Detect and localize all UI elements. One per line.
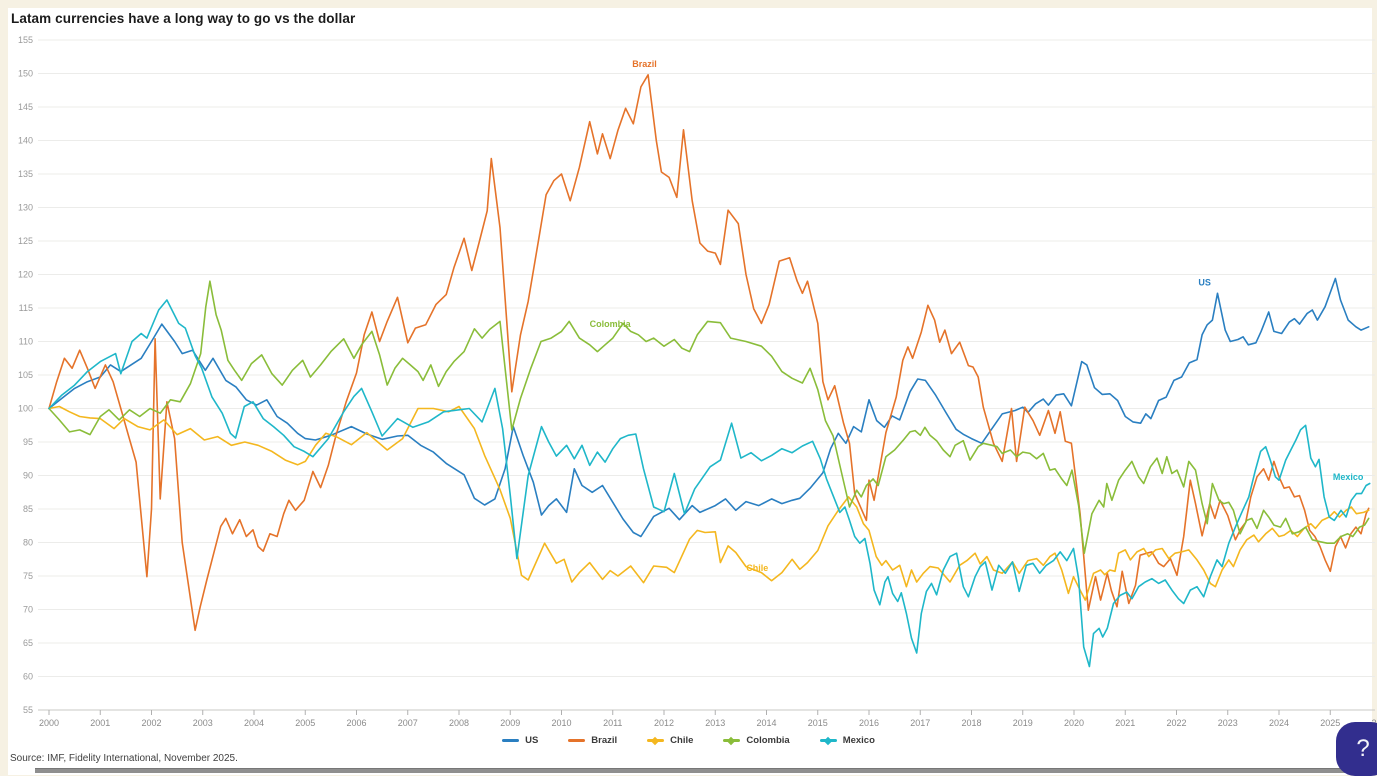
x-tick-label: 2008 [449,718,469,728]
y-tick-label: 80 [23,538,33,548]
horizontal-scrollbar[interactable] [35,768,1349,773]
y-tick-label: 85 [23,504,33,514]
y-tick-label: 70 [23,605,33,615]
y-tick-label: 120 [18,270,33,280]
y-tick-label: 135 [18,169,33,179]
legend-label: Brazil [591,735,618,746]
legend-item-brazil[interactable]: Brazil [568,735,617,746]
x-tick-label: 2024 [1269,718,1289,728]
legend-item-mexico[interactable]: Mexico [819,735,875,746]
x-tick-label: 2007 [398,718,418,728]
x-tick-label: 2000 [39,718,59,728]
y-tick-label: 125 [18,236,33,246]
source-note: Source: IMF, Fidelity International, Nov… [10,753,238,764]
x-tick-label: 2004 [244,718,264,728]
y-tick-label: 150 [18,69,33,79]
y-tick-label: 115 [19,303,33,313]
x-tick-label: 2017 [910,718,930,728]
y-tick-label: 105 [18,370,33,380]
series-label-colombia: Colombia [590,319,632,329]
series-label-chile: Chile [746,563,768,573]
x-tick-label: 2006 [346,718,366,728]
legend-swatch-colombia [723,736,741,745]
series-line-colombia[interactable] [48,280,1370,555]
x-tick-label: 2025 [1320,718,1340,728]
series-line-brazil[interactable] [48,74,1370,632]
legend-marker-icon [727,736,736,745]
legend-marker-icon [650,736,660,745]
y-tick-label: 95 [23,437,33,447]
y-tick-label: 75 [23,571,33,581]
y-tick-label: 100 [18,404,33,414]
x-tick-label: 2023 [1218,718,1238,728]
x-tick-label: 2009 [500,718,520,728]
legend-label: Chile [670,735,694,746]
y-tick-label: 155 [18,35,33,45]
x-tick-label: 2001 [90,718,110,728]
legend-item-us[interactable]: US [502,735,538,746]
chart-card [8,8,1372,775]
x-tick-label: 2014 [756,718,776,728]
x-tick-label: 2019 [1013,718,1033,728]
legend-label: Mexico [842,735,875,746]
x-tick-label: 2013 [705,718,725,728]
legend-item-colombia[interactable]: Colombia [723,735,790,746]
series-label-mexico: Mexico [1333,472,1364,482]
y-tick-label: 60 [23,672,33,682]
x-tick-label: 2020 [1064,718,1084,728]
y-tick-label: 130 [18,203,33,213]
x-tick-label: 2010 [551,718,571,728]
series-label-us: US [1198,278,1211,288]
x-axis: 2000 2001 2002 2003 2004 2005 2006 2007 2008 2009… [39,710,1377,728]
legend-item-chile[interactable]: Chile [647,735,693,746]
series-label-brazil: Brazil [632,59,657,69]
legend-label: Colombia [746,735,790,746]
x-tick-label: 2005 [295,718,315,728]
page-title: Latam currencies have a long way to go v… [11,11,356,26]
y-tick-label: 90 [23,471,33,481]
legend-swatch-chile [647,736,665,745]
x-tick-label: 2016 [859,718,879,728]
y-tick-label: 110 [19,337,33,347]
series-line-us[interactable] [48,277,1370,538]
x-tick-label: 2003 [193,718,213,728]
x-tick-label: 2015 [808,718,828,728]
gridlines: 55 60 65 70 75 80 85 90 95 100 105 110 115 120 125 130 1… [18,35,1375,715]
series-line-chile[interactable] [48,405,1370,601]
chart-legend: US Brazil Chile Colombia Mexico [0,735,1377,746]
x-tick-label: 2002 [141,718,161,728]
x-tick-label: 2011 [603,718,622,728]
legend-swatch-brazil [568,739,586,742]
legend-marker-icon [823,736,832,745]
legend-label: US [525,735,539,746]
y-tick-label: 145 [18,102,33,112]
x-tick-label: 2022 [1166,718,1186,728]
y-tick-label: 140 [18,136,33,146]
x-tick-label: 2021 [1115,718,1135,728]
legend-swatch-us [502,739,520,742]
y-tick-label: 55 [23,705,33,715]
legend-swatch-mexico [819,736,837,745]
y-tick-label: 65 [23,638,33,648]
x-tick-label: 2012 [654,718,674,728]
question-mark-icon: ? [1356,735,1370,762]
help-button[interactable]: ? [1336,722,1377,776]
x-tick-label: 2018 [961,718,981,728]
series-line-mexico[interactable] [48,299,1371,668]
